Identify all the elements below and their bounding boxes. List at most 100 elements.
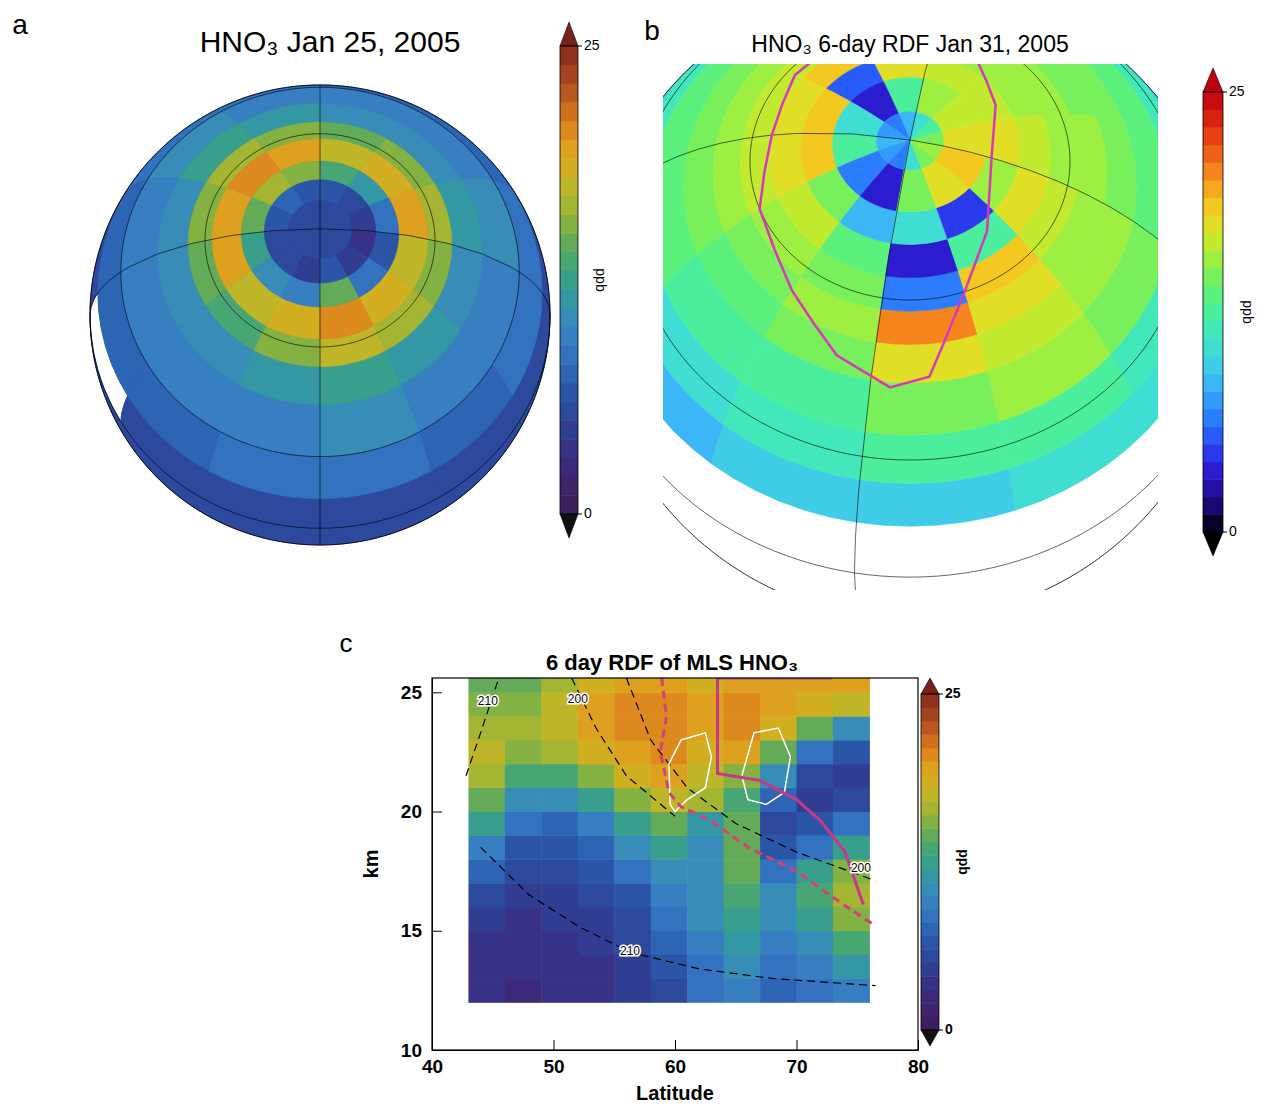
- field-cell: [578, 835, 615, 859]
- colorbar-tick-label: 0: [584, 505, 592, 521]
- colorbar-step: [921, 896, 939, 910]
- x-tick-label: 40: [422, 1056, 443, 1077]
- field-cell: [541, 978, 578, 1002]
- graticule: [90, 85, 550, 545]
- field-cell: [468, 859, 505, 883]
- field-cell: [724, 678, 761, 693]
- colorbar-step: [921, 882, 939, 896]
- plot-area: [466, 678, 875, 1003]
- colorbar-tick-label: 25: [1229, 83, 1245, 99]
- globe-outline: [90, 85, 550, 545]
- colorbar-step: [921, 748, 939, 762]
- colorbar-tick: [578, 46, 582, 47]
- field-cell: [651, 740, 688, 764]
- field-cell: [724, 931, 761, 955]
- field-cell: [833, 835, 870, 859]
- colorbar-step: [1203, 514, 1223, 532]
- psc-outline: [669, 733, 712, 812]
- field-cell: [983, 117, 1020, 166]
- colorbar-label: ppb: [1240, 300, 1256, 324]
- field-cell: [760, 931, 797, 955]
- field-cell: [833, 931, 870, 955]
- title: 6 day RDF of MLS HNO₃: [546, 650, 798, 675]
- colorbar-label: ppb: [593, 268, 609, 292]
- field-cell: [834, 102, 885, 136]
- field-cell: [505, 764, 542, 788]
- x-tick-label: 60: [665, 1056, 686, 1077]
- field-cell: [541, 955, 578, 979]
- y-axis-line: [432, 679, 433, 1051]
- field-cell: [505, 678, 542, 693]
- field-cell: [651, 678, 688, 693]
- field-cell: [651, 907, 688, 931]
- colorbar-step: [1203, 145, 1223, 163]
- colorbar-step: [560, 439, 578, 458]
- field-cell: [505, 716, 542, 740]
- panel-b-texts: bHNO₃ 6-day RDF Jan 31, 2005: [644, 15, 1069, 57]
- field-cell: [468, 812, 505, 836]
- colorbar-tick-label: 25: [584, 37, 600, 53]
- colorbar-step: [560, 383, 578, 402]
- field-cell: [797, 692, 834, 716]
- y-axis-title: km: [360, 850, 382, 879]
- colorbar-step: [560, 46, 578, 65]
- field-cell: [724, 835, 761, 859]
- vortex-edge: [718, 678, 864, 905]
- field-cell: [614, 907, 651, 931]
- colorbar-step: [1203, 462, 1223, 480]
- colorbar-step: [560, 477, 578, 496]
- colorbar-step: [921, 1003, 939, 1017]
- x-axis-line: [433, 1050, 919, 1051]
- field-cell: [541, 812, 578, 836]
- colorbar-step: [1203, 162, 1223, 180]
- colorbar-step: [560, 458, 578, 477]
- field-cell: [651, 978, 688, 1002]
- colorbar-step: [560, 233, 578, 252]
- colorbar-tick: [1223, 92, 1227, 93]
- field-cell: [614, 883, 651, 907]
- colorbar-tick-label: 0: [945, 1021, 953, 1037]
- field-cell: [264, 206, 292, 232]
- field-cell: [651, 931, 688, 955]
- field-cell: [468, 931, 505, 955]
- field-cell: [797, 883, 834, 907]
- contour-label: 200: [851, 861, 871, 875]
- colorbar-step: [1203, 110, 1223, 128]
- colorbar-step: [921, 949, 939, 963]
- colorbar-step: [921, 869, 939, 883]
- y-tick-label: 20: [401, 801, 422, 822]
- field-cell: [724, 692, 761, 716]
- colorbar-step: [921, 721, 939, 735]
- field: [90, 85, 550, 545]
- plot-frame: [432, 678, 918, 1050]
- colorbar-step: [560, 196, 578, 215]
- field-cell: [468, 678, 505, 693]
- colorbar-step: [560, 495, 578, 514]
- title: HNO₃ 6-day RDF Jan 31, 2005: [751, 31, 1068, 57]
- field-cell: [90, 85, 550, 545]
- field-cell: [797, 716, 834, 740]
- colorbar-step: [921, 1017, 939, 1031]
- field-cell: [687, 812, 724, 836]
- colorbar-extend-top: [560, 22, 578, 46]
- field-cell: [724, 788, 761, 812]
- field-cell: [578, 678, 615, 693]
- field-cell: [468, 955, 505, 979]
- colorbar-label: ppb: [956, 849, 972, 875]
- field-cell: [505, 883, 542, 907]
- field-cell: [578, 740, 615, 764]
- field-cell: [578, 812, 615, 836]
- colorbar-tick: [578, 514, 582, 515]
- colorbar: 025ppb: [1203, 68, 1256, 556]
- colorbar-step: [1203, 303, 1223, 321]
- field-cell: [614, 812, 651, 836]
- field-cell: [651, 835, 688, 859]
- y-tick-mark: [432, 812, 442, 813]
- x-tick-mark: [675, 1040, 676, 1050]
- field-cell: [833, 788, 870, 812]
- vortex-edge: [660, 678, 875, 926]
- field-cell: [578, 907, 615, 931]
- field-cell: [578, 883, 615, 907]
- colorbar-step: [560, 346, 578, 365]
- colorbar-tick: [1223, 532, 1227, 533]
